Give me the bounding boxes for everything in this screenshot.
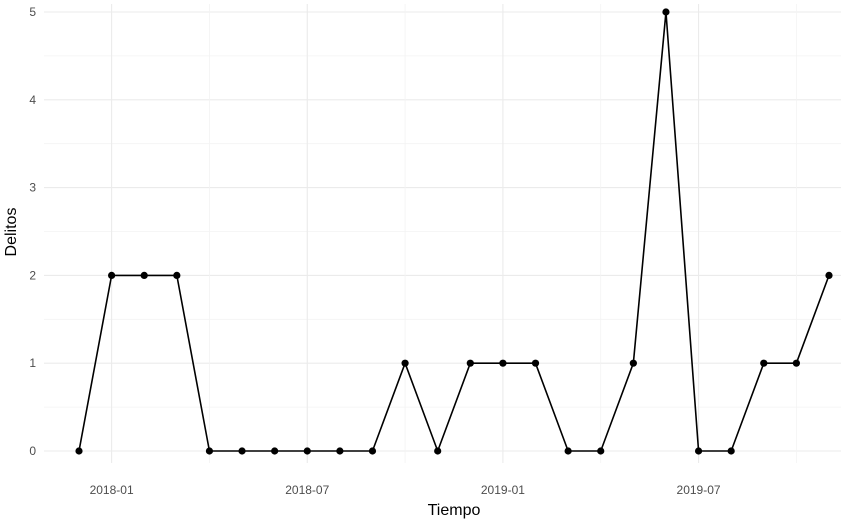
data-point <box>140 271 148 279</box>
data-point <box>173 271 181 279</box>
data-point <box>760 359 768 367</box>
data-point <box>336 447 344 455</box>
data-point <box>368 447 377 455</box>
y-tick-label: 5 <box>29 5 36 19</box>
series-line <box>78 11 830 454</box>
grid <box>44 4 841 463</box>
data-points <box>75 8 833 455</box>
data-point <box>466 359 474 367</box>
y-tick-label: 3 <box>29 181 36 195</box>
data-point <box>694 447 703 455</box>
y-tick-label: 1 <box>29 356 36 370</box>
data-point <box>727 447 735 455</box>
data-point <box>597 447 605 455</box>
x-tick-label: 2019-01 <box>481 483 525 497</box>
data-point <box>238 447 246 455</box>
data-point <box>499 359 507 367</box>
data-point <box>205 447 214 455</box>
x-tick-label: 2018-01 <box>90 483 134 497</box>
data-point <box>629 359 637 367</box>
x-axis-ticks: 2018-01 2018-07 2019-01 2019-07 <box>90 483 721 497</box>
x-tick-label: 2018-07 <box>285 483 329 497</box>
y-tick-label: 2 <box>29 268 36 282</box>
data-point <box>271 447 279 455</box>
data-point <box>825 271 833 279</box>
x-axis-title: Tiempo <box>428 502 481 519</box>
data-point <box>75 447 83 455</box>
y-axis-title: Delitos <box>3 208 20 257</box>
series <box>78 11 830 454</box>
x-tick-label: 2019-07 <box>677 483 721 497</box>
data-point <box>662 8 670 16</box>
data-point <box>564 447 572 455</box>
data-point <box>401 359 409 367</box>
y-tick-label: 4 <box>29 93 36 107</box>
y-tick-label: 0 <box>29 444 36 458</box>
data-point <box>108 271 116 279</box>
data-point <box>434 447 442 455</box>
data-point <box>303 447 311 455</box>
data-point <box>531 359 540 367</box>
data-point <box>792 359 800 367</box>
y-axis-ticks: 0 1 2 3 4 5 <box>29 5 36 458</box>
